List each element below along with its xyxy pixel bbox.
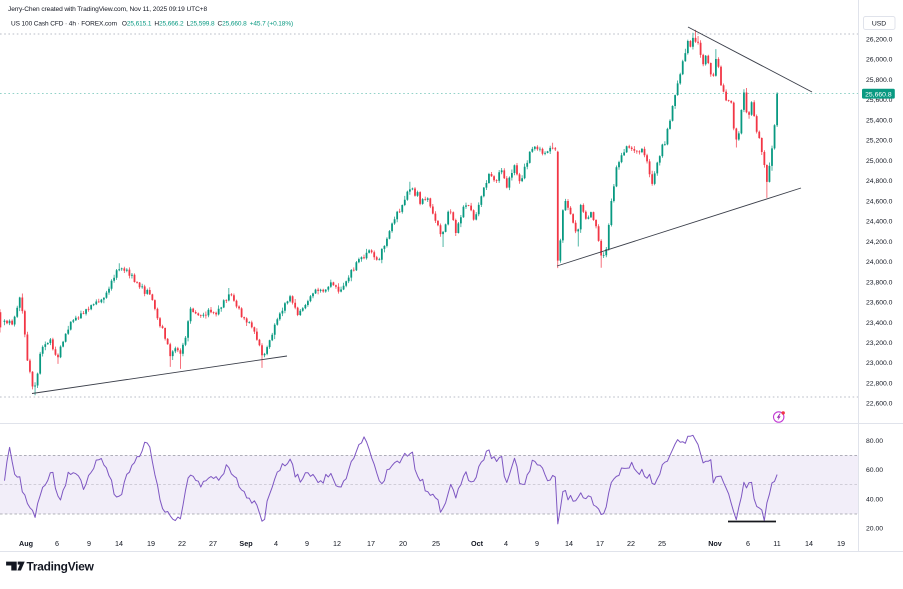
svg-text:24,600.0: 24,600.0 (866, 198, 893, 205)
svg-text:11: 11 (773, 539, 780, 548)
svg-text:12: 12 (333, 539, 341, 548)
svg-text:Jerry-Chen created with Tradin: Jerry-Chen created with TradingView.com,… (8, 6, 207, 13)
svg-text:6: 6 (55, 539, 59, 548)
svg-text:19: 19 (147, 539, 155, 548)
svg-text:9: 9 (535, 539, 539, 548)
svg-text:TradingView: TradingView (27, 560, 95, 574)
svg-text:22,600.0: 22,600.0 (866, 401, 893, 408)
svg-text:23,200.0: 23,200.0 (866, 340, 893, 347)
svg-text:23,800.0: 23,800.0 (866, 279, 893, 286)
svg-text:24,200.0: 24,200.0 (866, 239, 893, 246)
svg-text:25,600.0: 25,600.0 (866, 97, 893, 104)
svg-text:25,000.0: 25,000.0 (866, 158, 893, 165)
svg-text:25,200.0: 25,200.0 (866, 138, 893, 145)
svg-text:25: 25 (658, 539, 666, 548)
svg-text:USD: USD (872, 21, 886, 28)
svg-text:24,800.0: 24,800.0 (866, 178, 893, 185)
svg-text:40.00: 40.00 (866, 496, 883, 503)
svg-text:25: 25 (432, 539, 440, 548)
svg-text:26,200.0: 26,200.0 (866, 36, 893, 43)
svg-text:22: 22 (627, 539, 635, 548)
svg-text:22: 22 (178, 539, 186, 548)
svg-text:20.00: 20.00 (866, 526, 883, 533)
svg-text:4: 4 (504, 539, 508, 548)
svg-text:25,400.0: 25,400.0 (866, 117, 893, 124)
svg-text:Nov: Nov (708, 539, 722, 548)
svg-text:14: 14 (565, 539, 573, 548)
svg-text:80.00: 80.00 (866, 438, 883, 445)
svg-text:26,000.0: 26,000.0 (866, 57, 893, 64)
svg-text:14: 14 (115, 539, 123, 548)
svg-text:Aug: Aug (19, 539, 33, 548)
svg-text:24,000.0: 24,000.0 (866, 259, 893, 266)
svg-text:17: 17 (596, 539, 604, 548)
svg-text:Oct: Oct (471, 539, 484, 548)
svg-text:24,400.0: 24,400.0 (866, 219, 893, 226)
svg-text:60.00: 60.00 (866, 467, 883, 474)
svg-text:Sep: Sep (239, 539, 253, 548)
svg-text:17: 17 (367, 539, 375, 548)
svg-text:9: 9 (87, 539, 91, 548)
svg-text:22,800.0: 22,800.0 (866, 381, 893, 388)
svg-text:23,400.0: 23,400.0 (866, 320, 893, 327)
svg-text:23,000.0: 23,000.0 (866, 360, 893, 367)
svg-text:6: 6 (746, 539, 750, 548)
svg-text:14: 14 (805, 539, 813, 548)
svg-text:25,800.0: 25,800.0 (866, 77, 893, 84)
svg-text:19: 19 (837, 539, 845, 548)
svg-text:25,660.8: 25,660.8 (865, 91, 892, 98)
svg-text:9: 9 (305, 539, 309, 548)
svg-text:27: 27 (209, 539, 217, 548)
svg-text:23,600.0: 23,600.0 (866, 300, 893, 307)
svg-text:4: 4 (274, 539, 278, 548)
svg-text:20: 20 (399, 539, 407, 548)
